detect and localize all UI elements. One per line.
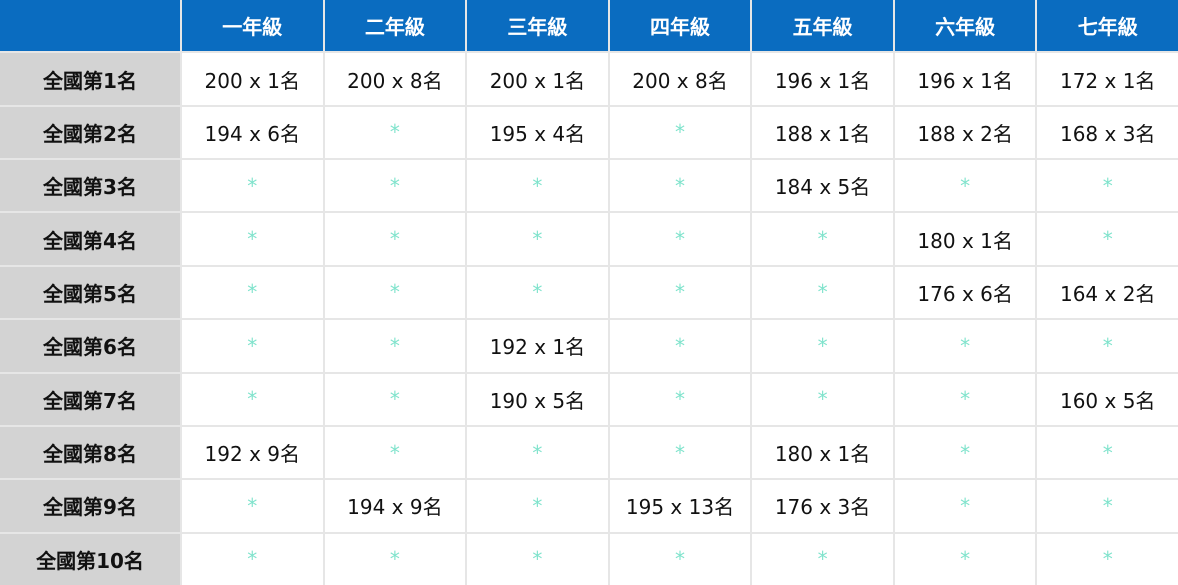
data-cell: * [894, 533, 1036, 585]
data-cell: * [1037, 320, 1178, 372]
data-cell: 195 x 4名 [467, 106, 608, 159]
data-cell: * [1037, 426, 1178, 479]
data-cell: * [467, 213, 608, 265]
column-header: 六年級 [894, 0, 1036, 52]
data-cell: * [1037, 160, 1178, 212]
row-label: 全國第6名 [0, 320, 180, 372]
data-cell: * [324, 160, 466, 212]
data-cell: * [1037, 533, 1178, 585]
data-cell: * [467, 426, 608, 479]
data-cell: 164 x 2名 [1037, 266, 1178, 319]
data-cell: * [609, 266, 751, 319]
data-cell: * [467, 533, 608, 585]
column-header: 三年級 [467, 0, 608, 52]
data-cell: 195 x 13名 [609, 480, 751, 532]
data-cell: * [752, 320, 893, 372]
data-cell: * [467, 266, 608, 319]
data-cell: 200 x 1名 [467, 53, 608, 105]
data-cell: * [182, 480, 323, 532]
data-cell: * [752, 266, 893, 319]
corner-cell [0, 0, 180, 52]
data-cell: * [1037, 213, 1178, 265]
data-cell: 188 x 1名 [752, 106, 893, 159]
row-label: 全國第5名 [0, 266, 180, 319]
data-cell: * [894, 160, 1036, 212]
data-cell: * [324, 106, 466, 159]
row-label: 全國第3名 [0, 160, 180, 212]
row-label: 全國第2名 [0, 106, 180, 159]
data-cell: * [894, 426, 1036, 479]
data-cell: * [467, 160, 608, 212]
data-cell: * [324, 213, 466, 265]
data-cell: 160 x 5名 [1037, 373, 1178, 425]
data-cell: 180 x 1名 [752, 426, 893, 479]
data-cell: * [752, 533, 893, 585]
data-cell: 188 x 2名 [894, 106, 1036, 159]
row-label: 全國第7名 [0, 373, 180, 425]
data-cell: 192 x 9名 [182, 426, 323, 479]
data-cell: 180 x 1名 [894, 213, 1036, 265]
column-header: 七年級 [1037, 0, 1178, 52]
data-cell: * [182, 160, 323, 212]
data-cell: * [182, 320, 323, 372]
data-cell: * [182, 373, 323, 425]
column-header: 一年級 [182, 0, 323, 52]
column-header: 四年級 [609, 0, 751, 52]
data-cell: * [609, 426, 751, 479]
data-cell: * [324, 373, 466, 425]
data-cell: 184 x 5名 [752, 160, 893, 212]
data-cell: * [182, 266, 323, 319]
row-label: 全國第10名 [0, 533, 180, 585]
data-cell: * [894, 373, 1036, 425]
data-cell: * [324, 533, 466, 585]
column-header: 二年級 [324, 0, 466, 52]
data-cell: 196 x 1名 [752, 53, 893, 105]
data-cell: 176 x 3名 [752, 480, 893, 532]
data-cell: 194 x 6名 [182, 106, 323, 159]
data-cell: * [894, 320, 1036, 372]
data-cell: * [467, 480, 608, 532]
column-header: 五年級 [752, 0, 893, 52]
data-cell: * [324, 426, 466, 479]
data-cell: 172 x 1名 [1037, 53, 1178, 105]
row-label: 全國第1名 [0, 53, 180, 105]
data-cell: * [182, 533, 323, 585]
data-cell: * [182, 213, 323, 265]
data-cell: 190 x 5名 [467, 373, 608, 425]
data-cell: * [609, 160, 751, 212]
data-cell: * [1037, 480, 1178, 532]
row-label: 全國第4名 [0, 213, 180, 265]
data-cell: 194 x 9名 [324, 480, 466, 532]
row-label: 全國第8名 [0, 426, 180, 479]
data-cell: 200 x 1名 [182, 53, 323, 105]
data-cell: * [609, 373, 751, 425]
data-cell: * [324, 266, 466, 319]
data-cell: 168 x 3名 [1037, 106, 1178, 159]
data-cell: * [609, 106, 751, 159]
row-label: 全國第9名 [0, 480, 180, 532]
data-cell: * [609, 533, 751, 585]
data-cell: 200 x 8名 [324, 53, 466, 105]
data-cell: * [324, 320, 466, 372]
data-cell: 196 x 1名 [894, 53, 1036, 105]
data-cell: * [752, 213, 893, 265]
data-cell: * [609, 320, 751, 372]
data-cell: 200 x 8名 [609, 53, 751, 105]
data-cell: * [752, 373, 893, 425]
data-cell: 192 x 1名 [467, 320, 608, 372]
data-cell: * [609, 213, 751, 265]
data-cell: * [894, 480, 1036, 532]
data-cell: 176 x 6名 [894, 266, 1036, 319]
